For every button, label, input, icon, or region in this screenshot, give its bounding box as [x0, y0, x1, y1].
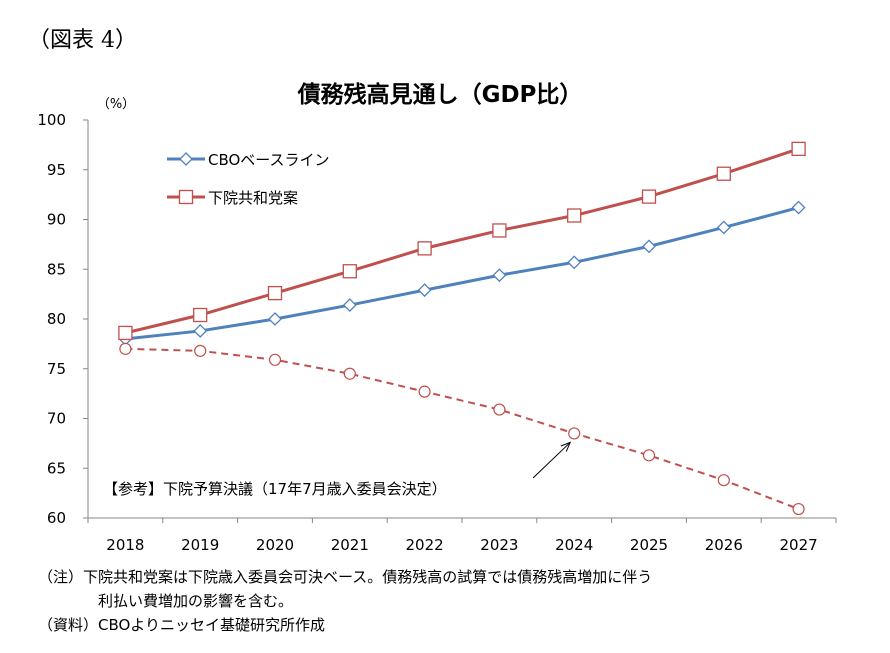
x-tick-label: 2027 — [780, 536, 818, 554]
data-point — [717, 474, 730, 487]
data-point — [492, 268, 507, 283]
data-point — [567, 255, 582, 270]
legend-item: CBOベースライン — [167, 151, 330, 169]
x-tick-label: 2018 — [106, 536, 144, 554]
y-tick-label: 90 — [47, 211, 66, 229]
figure-label: （図表 4） — [28, 28, 137, 53]
data-point — [642, 239, 656, 254]
data-point — [642, 449, 656, 462]
data-point — [417, 283, 432, 298]
data-point — [791, 200, 806, 215]
legend-label: 下院共和党案 — [208, 189, 298, 207]
data-point — [417, 241, 432, 256]
series-1 — [118, 200, 806, 346]
data-point — [791, 141, 806, 157]
x-tick-label: 2025 — [630, 536, 668, 554]
annotation-arrowhead — [560, 441, 572, 452]
data-point — [568, 427, 581, 440]
data-point — [492, 223, 507, 238]
x-tick-label: 2020 — [256, 536, 294, 554]
data-point — [268, 353, 282, 366]
chart-title: 債務残高見通し（GDP比） — [297, 81, 583, 108]
legend-marker — [178, 189, 194, 205]
y-tick-label: 60 — [47, 509, 66, 527]
x-tick-label: 2026 — [705, 536, 743, 554]
debt-chart: 債務残高見通し（GDP比） （%） 60 65 70 75 80 85 90 95 100 201… — [37, 81, 837, 554]
x-tick-label: 2019 — [181, 536, 219, 554]
data-point — [418, 385, 431, 398]
footnote-continued: 利払い費増加の影響を含む。 — [98, 592, 294, 610]
data-point — [792, 502, 805, 516]
y-tick-label: 85 — [47, 260, 66, 278]
y-tick-label: 80 — [47, 310, 66, 328]
series-line — [125, 347, 799, 510]
data-point — [267, 285, 283, 301]
y-tick-label: 100 — [37, 111, 66, 129]
legend-label: CBOベースライン — [208, 151, 330, 169]
y-tick-label: 95 — [47, 161, 66, 179]
data-point — [193, 324, 208, 338]
data-point — [119, 342, 132, 355]
series-line — [125, 147, 800, 335]
x-tick-label: 2022 — [406, 536, 444, 554]
data-point — [194, 344, 207, 357]
footnote: （注）下院共和党案は下院歳入委員会可決ベース。債務残高の試算では債務残高増加に伴… — [38, 568, 653, 586]
data-point — [641, 189, 657, 204]
data-point — [716, 166, 731, 181]
series-3 — [119, 342, 805, 516]
data-point — [716, 220, 731, 235]
x-tick-label: 2024 — [555, 536, 593, 554]
x-tick-label: 2023 — [480, 536, 518, 554]
legend-item: 下院共和党案 — [167, 189, 298, 207]
series-2 — [118, 141, 806, 341]
data-point — [342, 298, 357, 312]
data-point — [268, 312, 282, 326]
data-point — [493, 403, 506, 416]
y-tick-label: 65 — [47, 459, 66, 477]
data-point — [342, 264, 357, 279]
annotation-label: 【参考】下院予算決議（17年7月歳入委員会決定） — [103, 480, 447, 498]
y-tick-label: 75 — [47, 360, 66, 378]
y-tick-label: 70 — [47, 410, 66, 428]
x-tick-label: 2021 — [331, 536, 369, 554]
data-point — [343, 367, 356, 380]
source-note: （資料）CBOよりニッセイ基礎研究所作成 — [38, 616, 326, 634]
data-point — [193, 307, 208, 323]
data-point — [118, 325, 133, 341]
data-point — [567, 208, 582, 223]
y-axis-label: （%） — [97, 97, 135, 112]
annotation-arrow — [532, 442, 571, 479]
series-line — [125, 206, 799, 341]
legend-marker — [179, 152, 193, 166]
